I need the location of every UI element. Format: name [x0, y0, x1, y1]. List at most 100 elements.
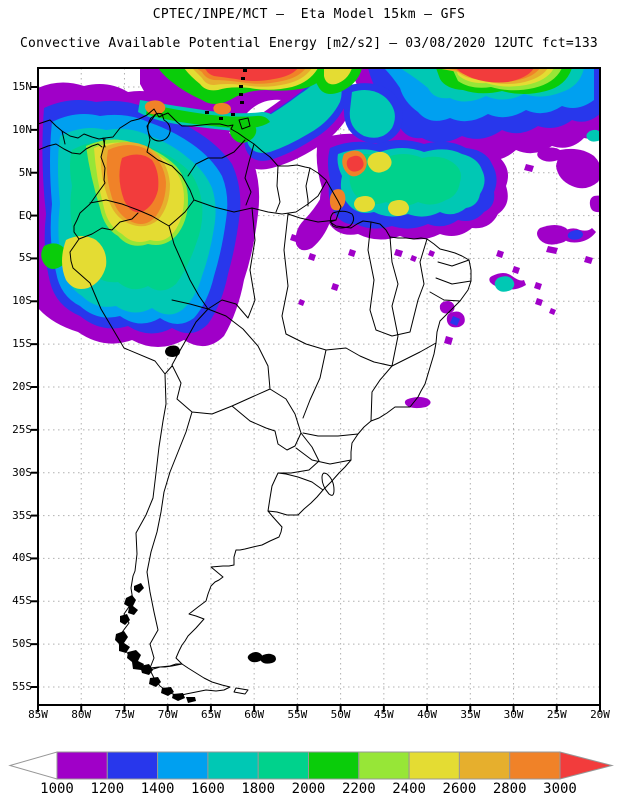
geography [39, 69, 472, 703]
colorbar-label-1800: 1800 [241, 781, 276, 797]
cape-region-purple [428, 250, 435, 257]
page-subtitle: Convective Available Potential Energy [m… [20, 36, 598, 51]
colorbar [8, 751, 614, 780]
colorbar-segment-spring [257, 751, 310, 780]
colorbar-segment-gold [458, 751, 511, 780]
cape-region-purple [331, 283, 339, 291]
country-borders [78, 113, 327, 669]
colorbar-left-arrow [8, 751, 58, 780]
trinidad-island [238, 117, 251, 130]
cape-region-purple [439, 301, 455, 314]
lat-label-10N: 10N [12, 122, 32, 136]
lon-label-55W: 55W [287, 708, 308, 721]
lat-label-25S: 25S [12, 422, 32, 436]
colorbar-segment-purple [56, 751, 108, 780]
lon-label-65W: 65W [200, 708, 221, 721]
lat-label-10S: 10S [12, 294, 32, 308]
falkland-islands [247, 652, 276, 664]
cape-region-purple [295, 196, 331, 251]
colorbar-label-1600: 1600 [191, 781, 225, 797]
cape-region-red [456, 69, 534, 83]
lat-label-45S: 45S [12, 594, 32, 608]
cape-region-purple [348, 249, 356, 257]
lon-label-85W: 85W [28, 708, 48, 721]
cape-region-orange [144, 100, 166, 115]
cape-field [39, 69, 599, 409]
colorbar-segment-teal [207, 751, 259, 780]
cape-region-purple [534, 282, 542, 290]
cape-region-purple [308, 253, 316, 261]
south-america-coastline [69, 108, 472, 671]
colorbar-segment-yellow [408, 751, 460, 780]
chilean-fjords [115, 583, 196, 703]
cape-region-purple [535, 298, 543, 306]
cape-region-red [346, 155, 364, 172]
lat-label-35S: 35S [12, 508, 32, 522]
cape-region-yellow [324, 69, 352, 85]
lat-label-15N: 15N [12, 80, 32, 93]
lat-label-30S: 30S [12, 465, 32, 479]
cape-region-purple [546, 246, 558, 254]
lat-label-20S: 20S [12, 379, 32, 393]
colorbar-label-3000: 3000 [543, 781, 577, 797]
cape-region-purple [549, 308, 556, 315]
lat-label-EQ: EQ [18, 208, 32, 222]
colorbar-segment-blue [106, 751, 159, 780]
cape-region-purple [394, 249, 403, 257]
lon-label-40W: 40W [417, 708, 437, 721]
lat-label-50S: 50S [12, 637, 32, 651]
colorbar-label-1000: 1000 [40, 781, 74, 797]
cape-region-teal [349, 90, 395, 138]
cape-region-yellow [62, 236, 107, 289]
cape-region-purple [404, 397, 431, 409]
marajo-island [330, 210, 355, 229]
colorbar-label-2200: 2200 [341, 781, 376, 797]
lon-label-25W: 25W [546, 708, 567, 721]
lon-label-35W: 35W [460, 708, 481, 721]
lake-titicaca [165, 345, 181, 357]
cape-region-red [119, 154, 159, 213]
lat-label-15S: 15S [12, 337, 32, 351]
lon-label-45W: 45W [373, 708, 394, 721]
cape-region-yellow [354, 196, 375, 212]
lat-label-55S: 55S [12, 679, 32, 693]
cape-region-purple [512, 266, 520, 274]
central-america-coastline [39, 119, 106, 155]
cape-region-purple [537, 147, 563, 162]
cape-region-yellow [367, 151, 392, 173]
colorbar-right-arrow [559, 751, 614, 780]
colorbar-label-2400: 2400 [392, 781, 426, 797]
cape-region-purple [444, 336, 453, 345]
page-title: CPTEC/INPE/MCT — Eta Model 15km — GFS [152, 7, 466, 22]
colorbar-label-2000: 2000 [291, 781, 326, 797]
lon-label-70W: 70W [157, 708, 178, 721]
cape-region-purple [298, 299, 305, 306]
cape-region-purple [496, 250, 504, 258]
cape-region-red [205, 69, 298, 81]
colorbar-segment-yellowgreen [358, 751, 410, 780]
lat-label-40S: 40S [12, 551, 32, 565]
cape-region-purple [556, 148, 599, 189]
lon-label-50W: 50W [330, 708, 351, 721]
colorbar-label-2800: 2800 [492, 781, 527, 797]
lon-label-75W: 75W [114, 708, 135, 721]
cape-region-yellow [388, 200, 409, 216]
cape-region-teal [247, 72, 342, 153]
colorbar-segment-orange [509, 751, 561, 780]
colorbar-segment-green [308, 751, 360, 780]
patos-lagoon [321, 472, 335, 496]
brazil-state-borders [171, 207, 472, 465]
lat-label-5S: 5S [18, 251, 32, 265]
colorbar-label-1400: 1400 [140, 781, 175, 797]
lat-label-5N: 5N [18, 165, 32, 179]
cape-region-teal [494, 276, 515, 292]
cape-region-orange [213, 102, 231, 115]
colorbar-label-1200: 1200 [90, 781, 125, 797]
cape-region-purple [524, 164, 534, 172]
cape-region-purple [584, 256, 593, 264]
colorbar-segment-azure [157, 751, 209, 780]
cape-region-green [41, 243, 68, 269]
lon-label-30W: 30W [503, 708, 524, 721]
lon-label-20W: 20W [590, 708, 610, 721]
